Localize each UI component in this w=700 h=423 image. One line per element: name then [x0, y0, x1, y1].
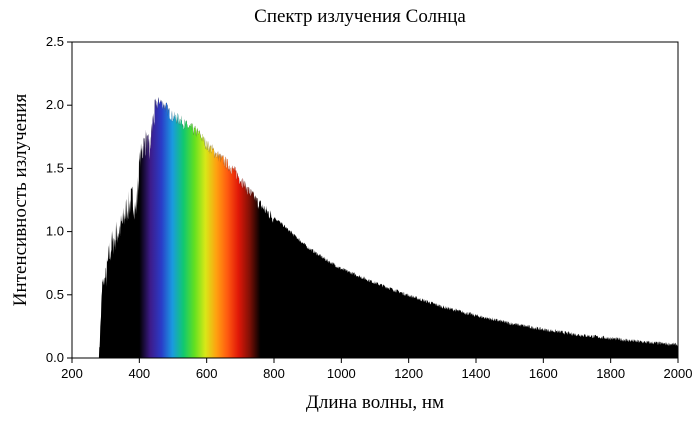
x-tick-label: 800 [263, 366, 285, 381]
x-tick-label: 200 [61, 366, 83, 381]
plot-frame [71, 41, 679, 359]
x-tick-label: 1400 [462, 366, 491, 381]
x-tick-label: 600 [196, 366, 218, 381]
x-tick-label: 2000 [664, 366, 693, 381]
x-tick-label: 1000 [327, 366, 356, 381]
y-axis-title: Интенсивность излучения [10, 94, 31, 307]
y-tick-label: 0.0 [46, 350, 64, 365]
x-tick-label: 400 [128, 366, 150, 381]
y-tick-label: 1.5 [46, 160, 64, 175]
y-tick-label: 2.0 [46, 97, 64, 112]
x-tick-label: 1800 [596, 366, 625, 381]
x-axis: 200 400 600 800 1000 1200 1400 1600 1800 2000 [61, 358, 692, 381]
y-tick-label: 0.5 [46, 287, 64, 302]
x-tick-label: 1600 [529, 366, 558, 381]
y-tick-label: 1.0 [46, 224, 64, 239]
visible-spectrum-band [139, 97, 261, 358]
y-axis: 0.0 0.5 1.0 1.5 2.0 2.5 [46, 34, 72, 365]
chart-title: Спектр излучения Солнца [254, 6, 466, 27]
x-axis-title: Длина волны, нм [306, 392, 444, 413]
x-tick-label: 1200 [394, 366, 423, 381]
y-tick-label: 2.5 [46, 34, 64, 49]
